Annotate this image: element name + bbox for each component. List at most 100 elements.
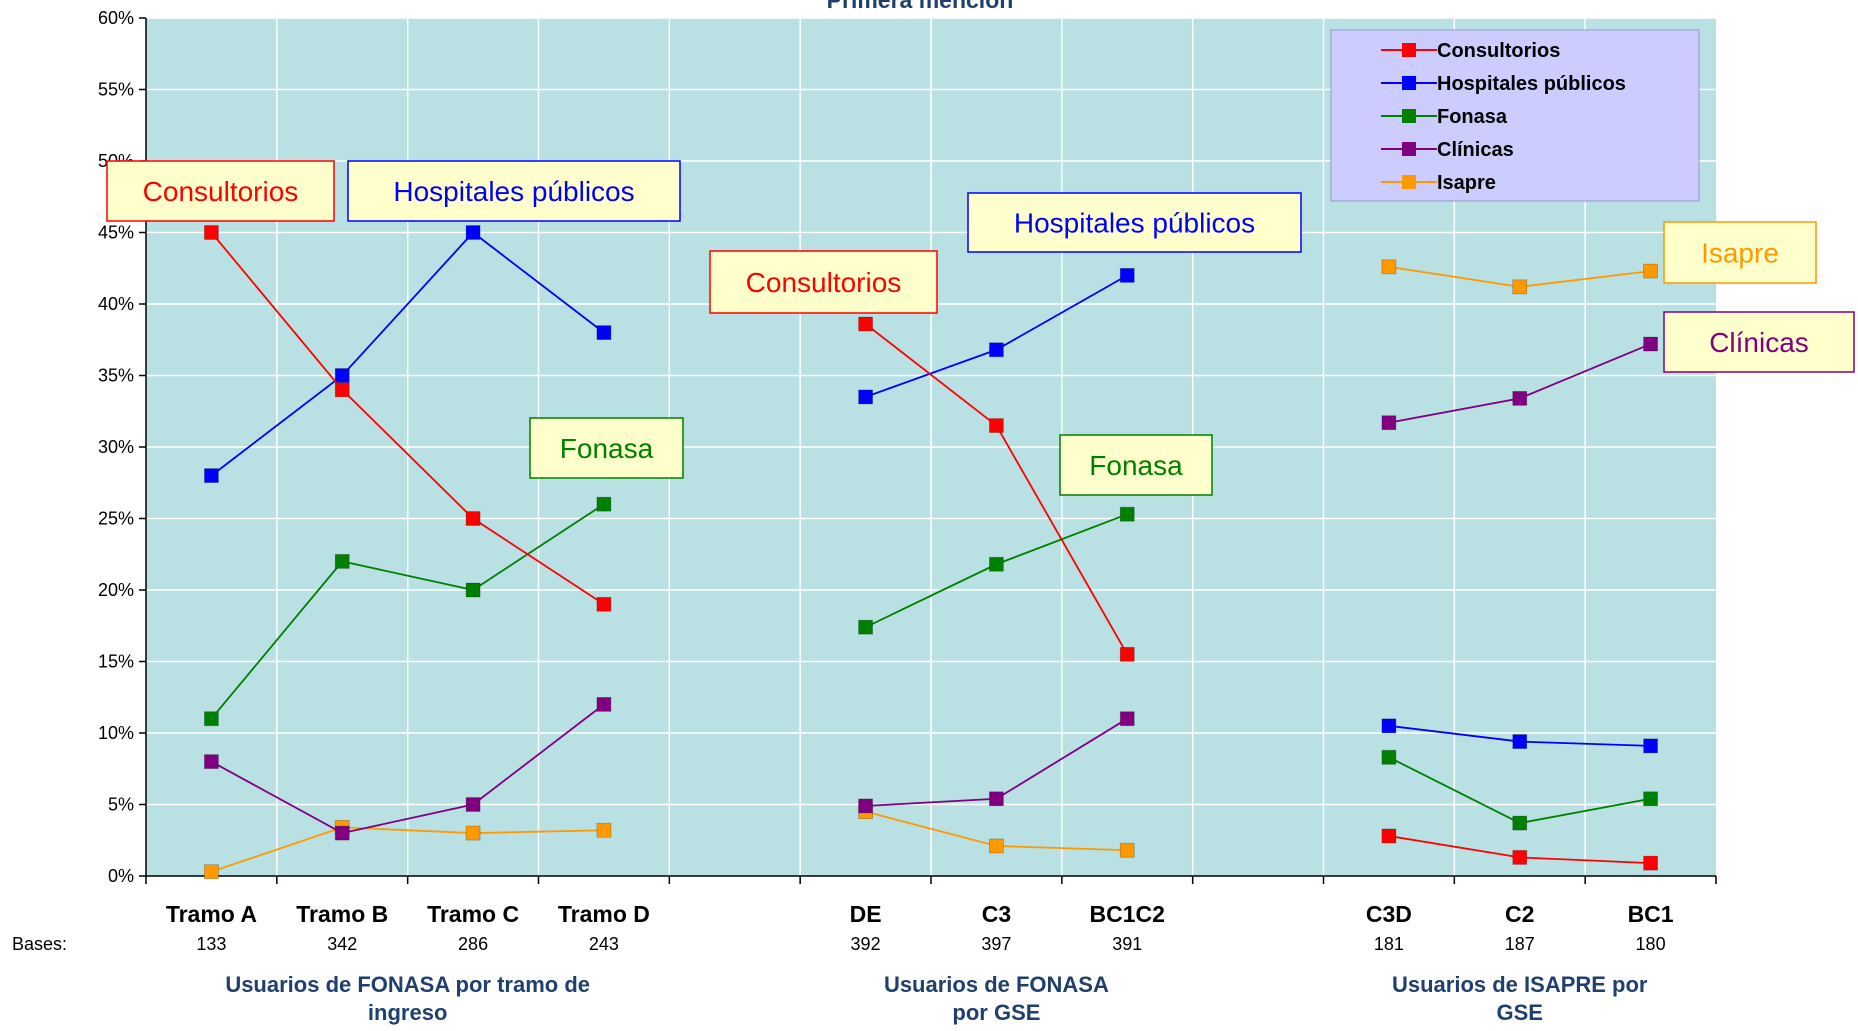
data-point xyxy=(596,596,612,612)
data-point xyxy=(1381,259,1397,275)
data-point xyxy=(1119,711,1135,727)
data-point xyxy=(204,754,219,769)
data-point xyxy=(465,797,481,812)
callout-label: Hospitales públicos xyxy=(1014,208,1255,239)
callout-label: Fonasa xyxy=(560,433,654,464)
series-line xyxy=(210,703,605,835)
callout-label: Consultorios xyxy=(746,267,902,298)
base-value: 286 xyxy=(458,934,488,954)
y-tick-label: 0% xyxy=(108,866,134,886)
data-point xyxy=(1119,506,1135,522)
category-label: Tramo A xyxy=(166,901,257,927)
base-value: 181 xyxy=(1374,934,1404,954)
data-point xyxy=(596,697,612,712)
data-point xyxy=(596,325,612,341)
callout-label: Consultorios xyxy=(143,176,299,207)
data-point xyxy=(858,389,873,405)
data-point xyxy=(334,825,350,841)
data-point xyxy=(989,838,1004,854)
legend-label: Isapre xyxy=(1437,172,1496,194)
y-tick-label: 5% xyxy=(108,795,134,815)
data-point xyxy=(1381,828,1397,844)
data-point xyxy=(858,798,873,814)
base-value: 180 xyxy=(1636,934,1666,954)
series-line xyxy=(211,826,604,873)
y-tick-label: 40% xyxy=(98,294,134,314)
data-point xyxy=(1381,718,1397,734)
legend-marker xyxy=(1402,76,1416,90)
data-point xyxy=(1643,336,1658,352)
base-value: 391 xyxy=(1112,934,1142,954)
data-point xyxy=(334,368,350,383)
legend: Consultorios Hospitales públicos Fonasa Clí… xyxy=(1330,29,1700,202)
base-value: 342 xyxy=(327,934,357,954)
legend-label: Consultorios xyxy=(1437,40,1560,62)
callout-box xyxy=(106,160,335,222)
y-tick-label: 30% xyxy=(98,437,134,457)
y-tick-label: 60% xyxy=(98,8,134,28)
callout-label: Hospitales públicos xyxy=(393,176,634,207)
data-point xyxy=(1643,263,1658,279)
category-label: BC1 xyxy=(1628,901,1674,927)
data-point xyxy=(1119,842,1135,858)
base-value: 243 xyxy=(589,934,619,954)
data-point xyxy=(989,556,1004,572)
y-tick-label: 10% xyxy=(98,723,134,743)
callout-label: Fonasa xyxy=(1089,450,1183,481)
y-tick-label: 45% xyxy=(98,223,134,243)
data-point xyxy=(1512,390,1528,406)
category-label: C3 xyxy=(982,901,1011,927)
legend-label: Fonasa xyxy=(1437,106,1508,128)
data-point xyxy=(1643,855,1658,871)
callout-box xyxy=(1663,311,1855,373)
group-label: ingreso xyxy=(368,1000,447,1025)
base-value: 397 xyxy=(981,934,1011,954)
chart-title: Primera mención xyxy=(827,0,1014,13)
category-labels: Bases: Tramo A 133 Tramo B 342 Tramo C 286 Tram… xyxy=(12,901,1674,1025)
legend-label: Hospitales públicos xyxy=(1437,73,1626,95)
category-label: DE xyxy=(850,901,882,927)
callouts: Consultorios Hospitales públicos Fonasa Con… xyxy=(106,160,1855,496)
data-point xyxy=(1643,791,1658,807)
data-point xyxy=(1512,850,1528,865)
series-line xyxy=(210,231,605,606)
y-tick-label: 55% xyxy=(98,80,134,100)
category-label: Tramo C xyxy=(427,901,519,927)
group-label: Usuarios de FONASA xyxy=(884,972,1109,997)
data-point xyxy=(1512,815,1528,831)
callout-label: Isapre xyxy=(1701,238,1779,269)
callout-box xyxy=(529,417,684,479)
data-point xyxy=(1643,738,1658,754)
category-label: Tramo D xyxy=(558,901,650,927)
legend-marker xyxy=(1402,142,1416,156)
base-value: 187 xyxy=(1505,934,1535,954)
callout-box xyxy=(1663,221,1817,284)
bases-label: Bases: xyxy=(12,934,67,954)
group-label: por GSE xyxy=(952,1000,1040,1025)
data-point xyxy=(1381,415,1397,431)
data-point xyxy=(334,382,350,398)
callout-box xyxy=(347,160,681,222)
y-tick-label: 20% xyxy=(98,580,134,600)
series-layer xyxy=(204,225,1658,880)
data-point xyxy=(1119,267,1135,283)
data-point xyxy=(465,511,481,526)
data-point xyxy=(989,418,1004,433)
category-label: Tramo B xyxy=(296,901,388,927)
legend-marker xyxy=(1402,109,1416,123)
y-tick-label: 15% xyxy=(98,652,134,672)
series-line xyxy=(210,231,605,477)
data-point xyxy=(465,825,481,841)
legend-label: Clínicas xyxy=(1437,139,1514,161)
data-point xyxy=(1512,279,1528,295)
callout-box xyxy=(1059,434,1213,496)
data-point xyxy=(204,864,219,880)
group-label: Usuarios de ISAPRE por xyxy=(1392,972,1648,997)
y-tick-label: 25% xyxy=(98,509,134,529)
data-point xyxy=(465,225,481,240)
data-point xyxy=(204,225,219,240)
category-label: C3D xyxy=(1366,901,1412,927)
data-point xyxy=(596,496,612,512)
